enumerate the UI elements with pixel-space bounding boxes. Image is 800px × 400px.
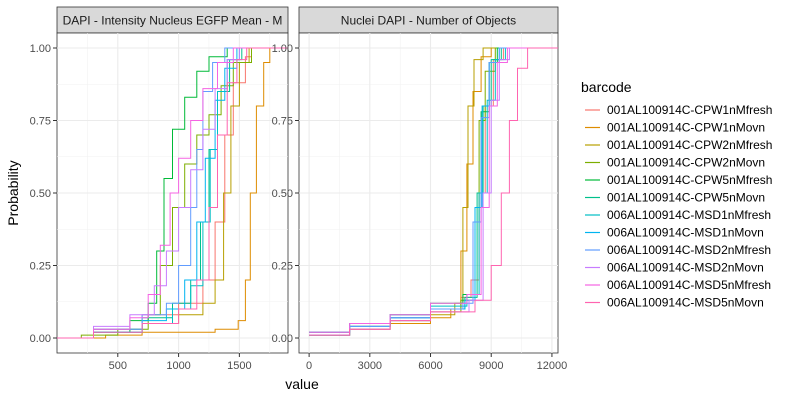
ecdf-curve-006AL100914C-MSD5nMfresh: [309, 47, 558, 333]
y-axis-ticks: 0.00 0.25 0.50 0.75 1.00: [30, 43, 57, 345]
legend-label: 001AL100914C-CPW2nMovn: [607, 156, 765, 170]
legend-label: 006AL100914C-MSD1nMfresh: [607, 208, 771, 222]
legend-title: barcode: [581, 79, 632, 95]
ecdf-curve-001AL100914C-CPW1nMovn: [57, 47, 288, 339]
legend-label: 006AL100914C-MSD5nMovn: [607, 296, 764, 310]
y-axis-title: Probability: [5, 160, 21, 225]
x-tick-label: 0: [306, 360, 312, 372]
y-tick-label: 0.75: [30, 116, 51, 128]
x-axis-title: value: [285, 376, 319, 392]
x-tick-label: 12000: [537, 360, 568, 372]
legend-items: 001AL100914C-CPW1nMfresh 001AL100914C-CPW…: [585, 103, 772, 310]
ecdf-curve-006AL100914C-MSD5nMovn: [309, 47, 558, 336]
y-tick-label: 0.50: [30, 188, 51, 200]
legend-label: 001AL100914C-CPW5nMfresh: [607, 173, 772, 187]
legend-label: 001AL100914C-CPW5nMovn: [607, 191, 765, 205]
x-tick-label: 9000: [479, 360, 503, 372]
x-axis-ticks: 500 1000 1500: [109, 353, 252, 372]
x-tick-label: 1000: [166, 360, 190, 372]
x-tick-label: 6000: [418, 360, 442, 372]
ecdf-curve-006AL100914C-MSD5nMfresh: [57, 47, 288, 339]
legend-label: 001AL100914C-CPW2nMfresh: [607, 138, 772, 152]
y-tick-label: 0.25: [30, 261, 51, 273]
y-tick-label: 0.25: [272, 261, 293, 273]
facet-title: DAPI - Intensity Nucleus EGFP Mean - M: [63, 14, 283, 28]
legend-label: 006AL100914C-MSD1nMovn: [607, 226, 764, 240]
y-tick-label: 1.00: [30, 43, 51, 55]
ecdf-curves: [57, 47, 288, 339]
facet-panel-intensity: DAPI - Intensity Nucleus EGFP Mean - M 5…: [30, 6, 289, 372]
facet-strip-background: [56, 6, 289, 34]
y-tick-label: 1.00: [272, 43, 293, 55]
y-tick-label: 0.00: [272, 333, 293, 345]
facet-strip-background: [298, 6, 559, 34]
legend-label: 006AL100914C-MSD5nMfresh: [607, 278, 771, 292]
legend-label: 006AL100914C-MSD2nMovn: [607, 261, 764, 275]
legend-label: 001AL100914C-CPW1nMfresh: [607, 103, 772, 117]
facet-panel-number-of-objects: Nuclei DAPI - Number of Objects 0 3000 600…: [272, 6, 567, 372]
x-tick-label: 3000: [358, 360, 382, 372]
ecdf-curve-006AL100914C-MSD2nMfresh: [309, 47, 558, 333]
x-tick-label: 500: [109, 360, 127, 372]
ecdf-curve-001AL100914C-CPW2nMovn: [57, 47, 288, 339]
y-tick-label: 0.75: [272, 116, 293, 128]
x-axis-ticks: 0 3000 6000 9000 12000: [306, 353, 567, 372]
ecdf-curves: [309, 47, 558, 336]
y-tick-label: 0.00: [30, 333, 51, 345]
legend-label: 001AL100914C-CPW1nMovn: [607, 121, 765, 135]
legend: barcode 001AL100914C-CPW1nMfresh001AL100…: [581, 79, 772, 310]
facet-title: Nuclei DAPI - Number of Objects: [341, 14, 516, 28]
x-tick-label: 1500: [227, 360, 251, 372]
ecdf-curve-006AL100914C-MSD5nMovn: [57, 47, 288, 339]
y-tick-label: 0.50: [272, 188, 293, 200]
y-axis-ticks: 0.00 0.25 0.50 0.75 1.00: [272, 43, 299, 345]
legend-label: 006AL100914C-MSD2nMfresh: [607, 243, 771, 257]
